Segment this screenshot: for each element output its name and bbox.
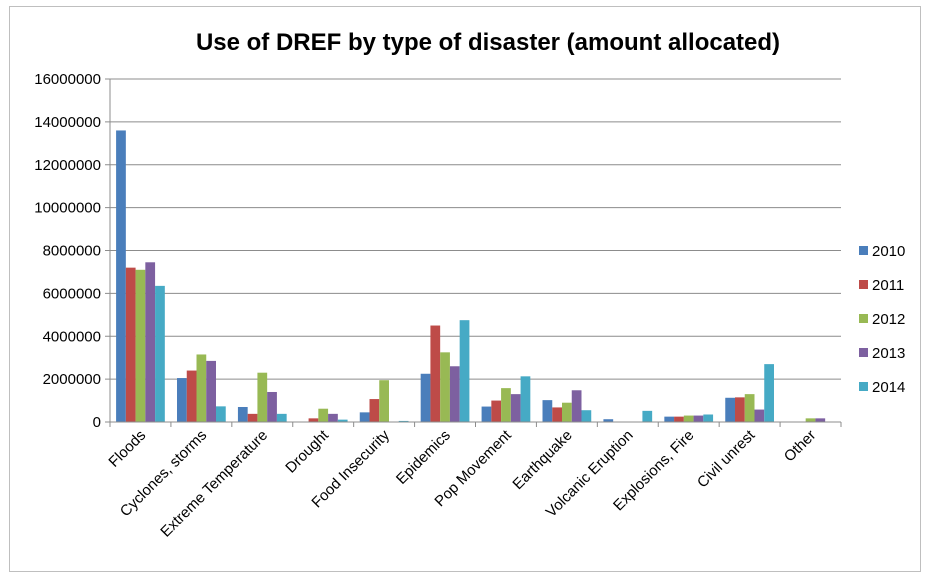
bar-2012-10: [744, 394, 755, 422]
bar-2010-9: [664, 416, 675, 422]
legend: 2010 2011 2012 2013 2014: [859, 243, 905, 396]
y-axis-tick-labels: 0 2000000 4000000 6000000 8000000 10000000 120…: [34, 71, 101, 431]
chart-frame: Use of DREF by type of disaster (amount …: [9, 6, 921, 572]
bar-2014-7: [581, 410, 592, 422]
bar-2012-0: [135, 269, 146, 422]
bar-2014-6: [520, 376, 531, 422]
y-tick-label: 16000000: [34, 71, 101, 88]
bar-2014-5: [459, 320, 470, 422]
bar-2012-9: [683, 415, 694, 422]
legend-swatch: [859, 348, 868, 357]
axes: [109, 79, 842, 427]
bar-2014-10: [764, 364, 774, 422]
bar-2012-11: [805, 418, 816, 422]
bar-2013-2: [267, 391, 277, 422]
x-category-label: Earthquake: [509, 427, 575, 493]
y-tick-label: 2000000: [43, 371, 101, 388]
bar-2010-5: [420, 373, 431, 422]
y-tick-label: 8000000: [43, 243, 101, 260]
bar-2012-1: [196, 354, 207, 422]
legend-label: 2013: [872, 345, 905, 362]
legend-swatch: [859, 246, 868, 255]
legend-label: 2014: [872, 379, 905, 396]
bar-2010-2: [237, 406, 248, 422]
bar-2010-7: [542, 400, 553, 422]
bar-2012-7: [562, 402, 572, 422]
bar-2013-11: [815, 418, 826, 422]
bar-2013-10: [754, 409, 765, 422]
bar-2012-5: [440, 352, 450, 422]
bars: [116, 130, 826, 422]
chart-title: Use of DREF by type of disaster (amount …: [196, 29, 780, 56]
bar-2013-0: [145, 262, 156, 422]
bar-2014-2: [276, 413, 287, 422]
bar-2013-9: [693, 415, 704, 422]
bar-2010-6: [481, 406, 492, 422]
legend-swatch: [859, 382, 868, 391]
bar-2011-7: [552, 407, 563, 422]
legend-label: 2012: [872, 311, 905, 328]
bar-2011-9: [674, 416, 684, 422]
bar-2011-5: [430, 325, 441, 422]
gridlines: [105, 78, 841, 423]
x-category-label: Epidemics: [393, 427, 454, 488]
bar-2010-10: [725, 397, 736, 422]
legend-swatch: [859, 314, 868, 323]
bar-2012-6: [501, 388, 511, 422]
y-tick-label: 10000000: [34, 200, 101, 217]
bar-2010-4: [359, 412, 370, 422]
bar-2013-1: [206, 360, 216, 422]
bar-2011-1: [186, 370, 197, 422]
bar-2014-1: [215, 406, 226, 422]
x-category-label: Drought: [282, 426, 332, 476]
y-tick-label: 0: [93, 414, 101, 431]
bar-2010-8: [603, 419, 614, 422]
y-tick-label: 6000000: [43, 285, 101, 302]
bar-2010-1: [177, 378, 187, 422]
bar-2011-4: [369, 399, 380, 422]
bar-2013-6: [510, 394, 521, 422]
x-category-label: Floods: [105, 427, 149, 471]
bar-2011-6: [491, 400, 502, 422]
bar-2012-2: [257, 372, 268, 422]
x-category-label: Civil unrest: [694, 426, 759, 491]
bar-2012-3: [318, 408, 329, 422]
y-tick-label: 4000000: [43, 328, 101, 345]
bar-2014-3: [337, 419, 348, 422]
chart-canvas: Use of DREF by type of disaster (amount …: [34, 29, 905, 541]
bar-2014-8: [642, 410, 653, 422]
bar-2014-9: [703, 414, 714, 422]
bar-2011-3: [308, 418, 319, 422]
legend-label: 2010: [872, 243, 905, 260]
bar-2013-7: [571, 390, 582, 422]
x-category-label: Extreme Temperature: [157, 427, 271, 541]
bar-2014-0: [155, 285, 165, 422]
bar-2014-4: [398, 420, 409, 422]
bar-2012-4: [379, 380, 389, 422]
y-tick-label: 12000000: [34, 157, 101, 174]
legend-swatch: [859, 280, 868, 289]
bar-2011-0: [125, 267, 136, 422]
y-tick-label: 14000000: [34, 114, 101, 131]
bar-2010-0: [116, 130, 126, 422]
legend-label: 2011: [872, 277, 904, 294]
x-category-label: Other: [781, 427, 820, 466]
bar-2011-2: [247, 413, 258, 422]
bar-2011-10: [735, 397, 745, 422]
bar-2013-3: [328, 413, 338, 422]
bar-2013-5: [449, 366, 460, 422]
